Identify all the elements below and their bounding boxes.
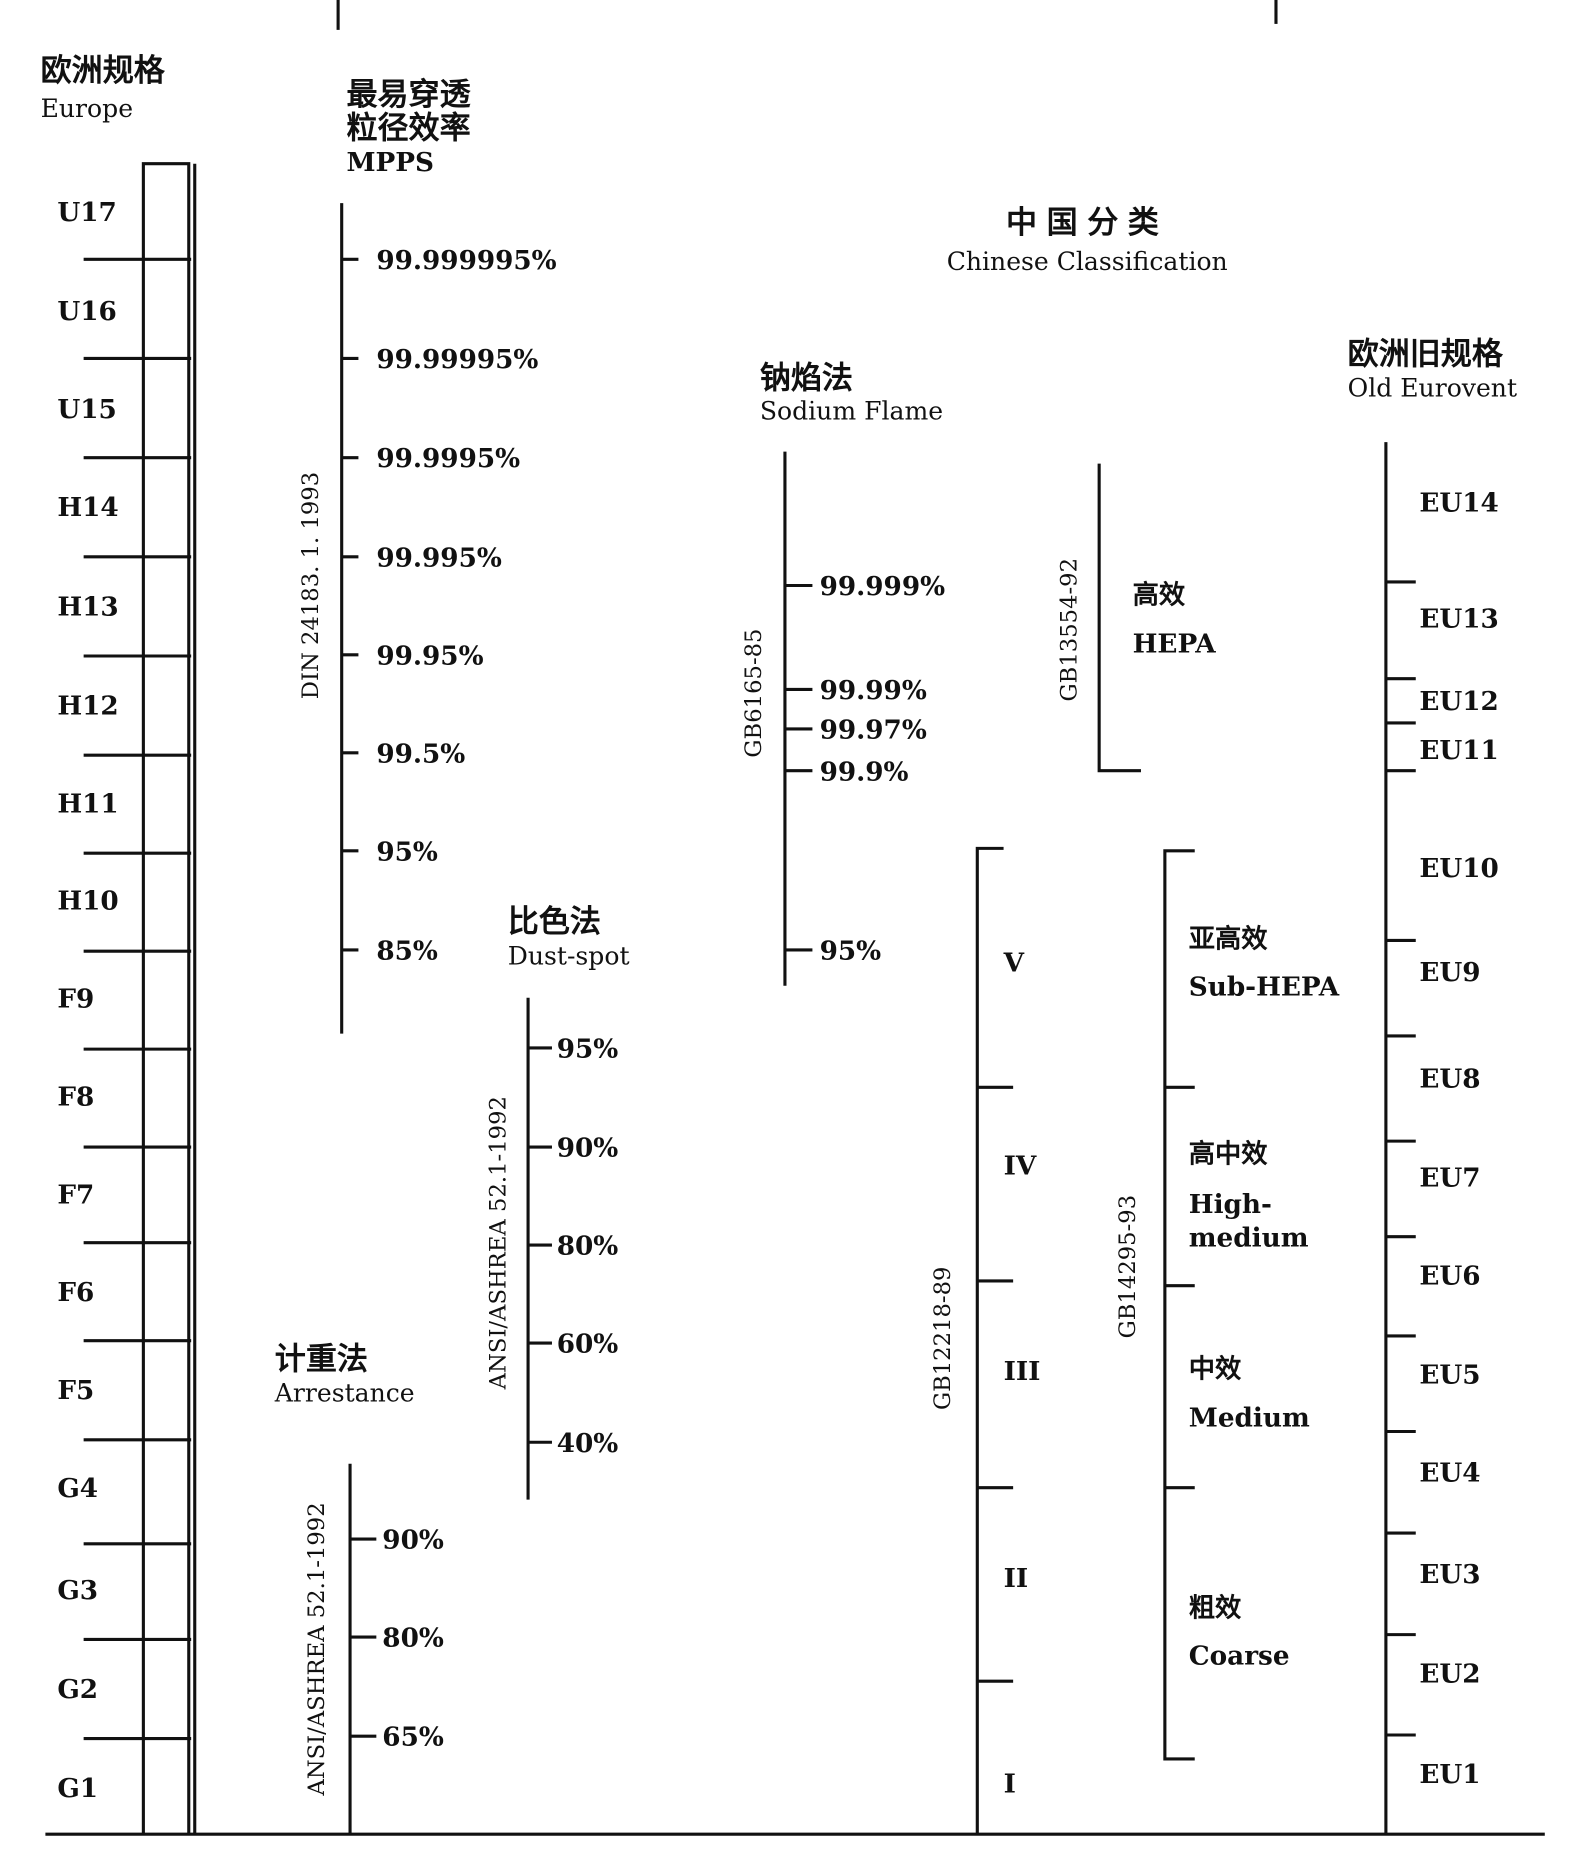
mpps-tick-label: 95% xyxy=(376,836,438,867)
sodium-flame-tick-label: 95% xyxy=(820,936,882,967)
europe-class-label: F8 xyxy=(57,1081,94,1112)
old-eurovent-class-label: EU13 xyxy=(1419,603,1498,634)
mpps-tick-label: 99.99995% xyxy=(376,344,538,375)
arrestance-standard-label: ANSI/ASHREA 52.1-1992 xyxy=(304,1502,330,1796)
arrestance-title-en: Arrestance xyxy=(274,1379,415,1408)
mpps-title-en: MPPS xyxy=(346,147,434,178)
dust-spot-tick-label: 60% xyxy=(557,1329,619,1360)
hepa-standard-label: GB13554-92 xyxy=(1056,558,1082,702)
old-eurovent-class-label: EU11 xyxy=(1419,735,1498,766)
europe-class-label: H12 xyxy=(57,691,118,722)
old-eurovent-class-label: EU5 xyxy=(1419,1360,1480,1391)
gb12218-grade-label: V xyxy=(1003,947,1025,978)
gb14295-grade-en: High- xyxy=(1189,1189,1272,1220)
dust-spot-tick-label: 80% xyxy=(557,1231,619,1262)
mpps-tick-label: 99.999995% xyxy=(376,245,556,276)
chinese-title-cn: 中国分类 xyxy=(1006,205,1168,241)
diagram-lines xyxy=(45,0,1545,1836)
europe-class-label: F7 xyxy=(57,1179,94,1210)
dust-spot-title-en: Dust-spot xyxy=(508,941,630,970)
europe-class-label: G2 xyxy=(57,1674,98,1705)
europe-class-label: U16 xyxy=(57,296,116,327)
old-eurovent-title-en: Old Eurovent xyxy=(1348,374,1517,403)
dust-spot-tick-label: 90% xyxy=(557,1133,619,1164)
europe-class-label: G1 xyxy=(57,1773,98,1804)
old-eurovent-class-label: EU9 xyxy=(1419,957,1480,988)
old-eurovent-title-cn: 欧洲旧规格 xyxy=(1348,336,1504,372)
arrestance-tick-label: 90% xyxy=(382,1525,444,1556)
arrestance-title-cn: 计重法 xyxy=(275,1341,368,1377)
old-eurovent-class-label: EU2 xyxy=(1419,1658,1480,1689)
dust-spot-title-cn: 比色法 xyxy=(508,904,601,940)
mpps-tick-label: 99.995% xyxy=(376,542,502,573)
europe-title-cn: 欧洲规格 xyxy=(41,53,166,89)
europe-title-en: Europe xyxy=(41,94,133,123)
sodium-flame-title-cn: 钠焰法 xyxy=(760,360,853,396)
gb12218-grade-label: IV xyxy=(1004,1151,1037,1182)
sodium-flame-tick-label: 99.97% xyxy=(820,714,927,745)
gb14295-bracket xyxy=(1163,849,1195,1761)
generated-marks: U17 U16 U15 H14 H13 H12 H11 H10 F9 F8 F7 F6 F5 G4 G3 G2… xyxy=(57,197,1498,1804)
mpps-title-cn-1: 最易穿透 xyxy=(346,77,471,113)
mpps-standard-label: DIN 24183. 1. 1993 xyxy=(298,472,324,699)
old-eurovent-class-label: EU4 xyxy=(1419,1458,1480,1489)
chinese-title-en: Chinese Classification xyxy=(947,247,1228,276)
europe-class-label: H10 xyxy=(57,885,118,916)
hepa-bracket xyxy=(1097,463,1141,773)
dust-spot-standard-label: ANSI/ASHREA 52.1-1992 xyxy=(485,1096,511,1390)
europe-class-label: U15 xyxy=(57,394,116,425)
gb12218-grade-label: III xyxy=(1004,1356,1041,1387)
dust-spot-tick-label: 40% xyxy=(557,1428,619,1459)
mpps-tick-label: 85% xyxy=(376,936,438,967)
old-eurovent-class-label: EU6 xyxy=(1419,1261,1480,1292)
old-eurovent-class-label: EU10 xyxy=(1419,853,1498,884)
sodium-flame-tick-label: 99.999% xyxy=(820,571,946,602)
old-eurovent-class-label: EU1 xyxy=(1419,1759,1480,1790)
old-eurovent-class-label: EU7 xyxy=(1419,1163,1480,1194)
gb14295-grade-en: medium xyxy=(1189,1222,1309,1253)
sodium-flame-tick-label: 99.99% xyxy=(820,675,927,706)
europe-class-label: H13 xyxy=(57,591,118,622)
mpps-tick-label: 99.9995% xyxy=(376,443,520,474)
old-eurovent-class-label: EU3 xyxy=(1419,1559,1480,1590)
gb14295-grade-en: Coarse xyxy=(1189,1641,1290,1672)
arrestance-tick-label: 65% xyxy=(382,1722,444,1753)
gb12218-standard-label: GB12218-89 xyxy=(930,1267,956,1411)
hepa-label-en: HEPA xyxy=(1133,628,1217,659)
europe-class-label: U17 xyxy=(57,197,116,228)
dust-spot-tick-label: 95% xyxy=(557,1033,619,1064)
gb14295-standard-label: GB14295-93 xyxy=(1115,1195,1141,1339)
gb14295-grade-en: Sub-HEPA xyxy=(1189,971,1340,1002)
europe-class-label: F5 xyxy=(57,1375,94,1406)
europe-class-label: H11 xyxy=(57,789,118,820)
old-eurovent-class-label: EU8 xyxy=(1419,1063,1480,1094)
europe-class-label: F9 xyxy=(57,983,94,1014)
gb14295-grade-cn: 中效 xyxy=(1189,1354,1242,1385)
gb12218-bracket xyxy=(975,846,1004,1835)
arrestance-tick-label: 80% xyxy=(382,1623,444,1654)
europe-class-label: G4 xyxy=(57,1473,98,1504)
gb14295-grade-cn: 高中效 xyxy=(1189,1139,1269,1170)
europe-column-box xyxy=(141,162,191,1835)
mpps-tick-label: 99.95% xyxy=(376,640,483,671)
hepa-label-cn: 高效 xyxy=(1133,579,1186,610)
europe-class-label: H14 xyxy=(57,492,118,523)
gb14295-grade-cn: 粗效 xyxy=(1189,1593,1242,1624)
gb12218-grade-label: II xyxy=(1004,1563,1029,1594)
mpps-title-cn-2: 粒径效率 xyxy=(346,111,470,147)
sodium-flame-standard-label: GB6165-85 xyxy=(741,629,767,758)
gb12218-grade-label: I xyxy=(1004,1768,1016,1799)
old-eurovent-class-label: EU12 xyxy=(1419,686,1498,717)
europe-class-label: F6 xyxy=(57,1277,94,1308)
gb14295-grade-en: Medium xyxy=(1189,1403,1310,1434)
old-eurovent-class-label: EU14 xyxy=(1419,487,1498,518)
sodium-flame-title-en: Sodium Flame xyxy=(760,396,943,425)
gb14295-grade-cn: 亚高效 xyxy=(1189,924,1269,955)
europe-class-label: G3 xyxy=(57,1575,98,1606)
sodium-flame-tick-label: 99.9% xyxy=(820,756,909,787)
mpps-tick-label: 99.5% xyxy=(376,738,465,769)
